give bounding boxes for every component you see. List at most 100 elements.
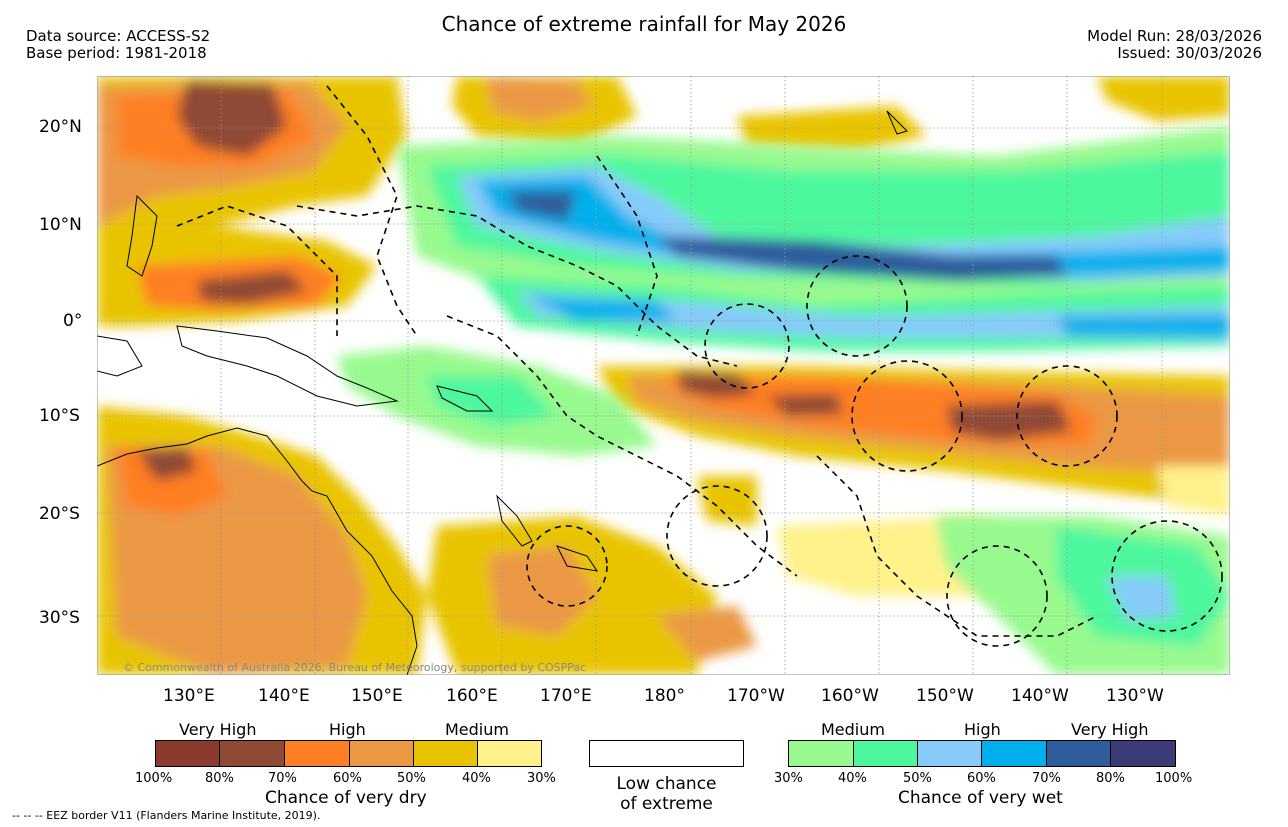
lat-label: 30°S (39, 608, 80, 628)
coastlines (97, 110, 908, 675)
dry-medium-label: Medium (445, 720, 509, 739)
eez-border (296, 205, 738, 367)
eez-border (176, 205, 338, 336)
lon-label: 150°W (916, 686, 974, 706)
dry-medium-region (697, 476, 757, 526)
wet-high-label: High (964, 720, 1001, 739)
lon-label: 170°E (540, 686, 592, 706)
eez-border (666, 485, 768, 587)
dry-percent-label: 40% (462, 771, 491, 786)
dry-very-high-region (197, 271, 307, 304)
eez-border (704, 303, 790, 389)
wet-percent-label: 80% (1096, 771, 1125, 786)
new-caledonia-coastline (556, 545, 599, 572)
rainfall-map[interactable]: © Commonwealth of Australia 2026, Bureau… (97, 76, 1230, 675)
wet-medium-region (427, 376, 557, 426)
eez-border (526, 525, 608, 607)
dry-color-swatch (413, 740, 478, 767)
lon-label: 150°E (351, 686, 403, 706)
dry-very-high-label: Very High (179, 720, 257, 739)
wet-regions (337, 126, 1230, 675)
issued-label: Issued: 30/03/2026 (1117, 44, 1262, 62)
copyright-notice: © Commonwealth of Australia 2026, Bureau… (123, 661, 586, 674)
wet-percent-label: 60% (967, 771, 996, 786)
dry-percent-label: 70% (268, 771, 297, 786)
low-chance-caption-line1: Low chance (616, 774, 717, 794)
eez-border (1111, 520, 1223, 632)
dry-regions (97, 76, 1230, 675)
lon-label: 180° (644, 686, 685, 706)
wet-color-swatch (1046, 740, 1111, 767)
wet-color-swatch (917, 740, 982, 767)
wet-high-region (477, 176, 1230, 276)
wet-percent-label: 100% (1155, 771, 1193, 786)
dry-very-high-region (947, 401, 1072, 441)
lat-label: 0° (63, 311, 83, 331)
wet-color-swatch (981, 740, 1047, 767)
wet-very-high-region (507, 191, 577, 221)
wet-very-high-label: Very High (1071, 720, 1149, 739)
eez-border (851, 360, 963, 472)
dry-color-swatch (219, 740, 285, 767)
lon-label: 160°W (821, 686, 879, 706)
map-frame (97, 76, 1230, 675)
dry-very-high-region (767, 394, 842, 416)
eez-border (596, 155, 658, 337)
dry-very-high-region (677, 371, 757, 398)
dry-percent-label: 50% (397, 771, 426, 786)
page-title: Chance of extreme rainfall for May 2026 (441, 12, 847, 36)
base-period-label: Base period: 1981-2018 (26, 44, 207, 62)
dry-color-swatch (284, 740, 350, 767)
dry-percent-label: 30% (527, 771, 556, 786)
wet-high-region (517, 291, 1230, 341)
wet-percent-label: 40% (838, 771, 867, 786)
lon-label: 130°W (1106, 686, 1164, 706)
eez-border (326, 85, 418, 337)
wet-color-swatch (853, 740, 918, 767)
model-run-label: Model Run: 28/03/2026 (1087, 27, 1262, 45)
lat-label: 10°N (39, 215, 82, 235)
lon-label: 140°E (258, 686, 310, 706)
dry-high-label: High (329, 720, 366, 739)
new-guinea-coastline (176, 325, 399, 407)
dry-high-region (657, 606, 757, 661)
wet-percent-label: 70% (1032, 771, 1061, 786)
low-chance-swatch (589, 740, 744, 767)
dry-legend-caption: Chance of very dry (265, 788, 427, 808)
eez-border (1016, 365, 1118, 467)
dry-percent-label: 80% (205, 771, 234, 786)
eez-border (806, 255, 908, 357)
vanuatu-coastline (496, 494, 533, 547)
solomon-islands-coastline (436, 385, 494, 412)
lon-label: 140°W (1011, 686, 1069, 706)
dry-medium-region (1097, 76, 1230, 121)
wet-high-region (527, 296, 677, 321)
dry-very-high-region (177, 81, 287, 156)
dry-low-region (1157, 466, 1230, 516)
graticule (97, 76, 1230, 675)
wet-percent-label: 30% (774, 771, 803, 786)
lat-label: 20°N (39, 117, 82, 137)
dry-color-swatch (477, 740, 542, 767)
wet-color-swatch (788, 740, 854, 767)
data-source-label: Data source: ACCESS-S2 (26, 27, 211, 45)
hawaii-coastline (886, 110, 908, 135)
dry-high-region (487, 76, 592, 121)
low-chance-caption-line2: of extreme (620, 794, 713, 814)
lon-label: 160°E (446, 686, 498, 706)
wet-high-region (457, 166, 1230, 281)
dry-percent-label: 100% (135, 771, 173, 786)
wet-percent-label: 50% (903, 771, 932, 786)
wet-very-high-region (657, 236, 1067, 281)
lon-label: 170°W (727, 686, 785, 706)
sulawesi-coastline (97, 335, 143, 377)
philippines-coastline (126, 194, 158, 277)
dry-high-region (117, 446, 227, 516)
wet-legend-caption: Chance of very wet (898, 788, 1063, 808)
eez-border (446, 315, 798, 577)
dry-percent-label: 60% (333, 771, 362, 786)
australia-coastline (97, 427, 418, 675)
dry-color-swatch (155, 740, 220, 767)
wet-high-region (1057, 314, 1230, 338)
dry-very-high-region (137, 448, 197, 481)
